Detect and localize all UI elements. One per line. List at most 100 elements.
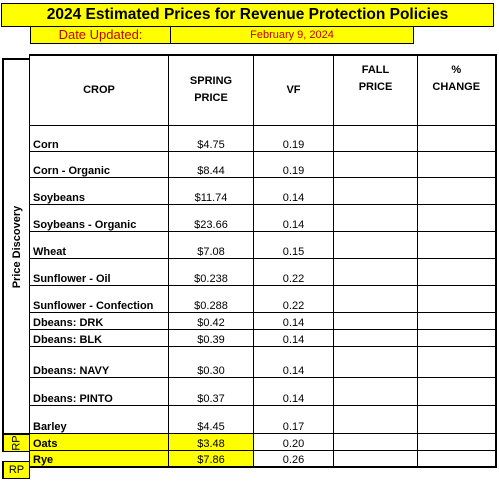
header-fall-price: FALL PRICE xyxy=(333,54,418,126)
pct-change-cell[interactable] xyxy=(417,230,497,259)
table-row: Soybeans - Organic $23.66 0.14 xyxy=(29,203,497,232)
table-row: Oats $3.48 0.20 xyxy=(29,432,497,451)
spring-price-cell[interactable]: $0.30 xyxy=(168,345,254,378)
header-crop: CROP xyxy=(29,54,169,126)
header-pct-line1: % xyxy=(451,64,462,76)
header-pct-change: % CHANGE xyxy=(417,54,497,126)
fall-price-cell[interactable] xyxy=(333,311,418,330)
spring-price-cell[interactable]: $0.39 xyxy=(168,328,254,347)
spring-price-cell[interactable]: $3.48 xyxy=(168,432,254,451)
crop-cell[interactable]: Rye xyxy=(29,449,169,468)
table-row: Corn - Organic $8.44 0.19 xyxy=(29,150,497,178)
vf-cell[interactable]: 0.15 xyxy=(253,230,334,259)
crop-cell[interactable]: Dbeans: BLK xyxy=(29,328,169,347)
table-row: Sunflower - Confection $0.288 0.22 xyxy=(29,284,497,313)
fall-price-cell[interactable] xyxy=(333,203,418,232)
pct-change-cell[interactable] xyxy=(417,176,497,205)
vf-cell[interactable]: 0.17 xyxy=(253,404,334,434)
fall-price-cell[interactable] xyxy=(333,432,418,451)
table-row: Dbeans: NAVY $0.30 0.14 xyxy=(29,345,497,378)
fall-price-cell[interactable] xyxy=(333,449,418,468)
price-discovery-text: Price Discovery xyxy=(10,205,23,288)
fall-price-cell[interactable] xyxy=(333,150,418,178)
fall-price-cell[interactable] xyxy=(333,345,418,378)
rp-label-oats: RP xyxy=(2,434,30,452)
crop-cell[interactable]: Barley xyxy=(29,404,169,434)
spring-price-cell[interactable]: $0.288 xyxy=(168,284,254,313)
spring-price-cell[interactable]: $4.45 xyxy=(168,404,254,434)
date-updated-value[interactable]: February 9, 2024 xyxy=(170,26,414,44)
header-vf: VF xyxy=(253,54,334,126)
vf-cell[interactable]: 0.14 xyxy=(253,328,334,347)
spring-price-cell[interactable]: $8.44 xyxy=(168,150,254,178)
table-row: Dbeans: BLK $0.39 0.14 xyxy=(29,328,497,347)
fall-price-cell[interactable] xyxy=(333,328,418,347)
spring-price-cell[interactable]: $0.42 xyxy=(168,311,254,330)
header-fall-price-line1: FALL xyxy=(361,64,390,76)
pct-change-cell[interactable] xyxy=(417,404,497,434)
spring-price-cell[interactable]: $23.66 xyxy=(168,203,254,232)
crop-cell[interactable]: Soybeans xyxy=(29,176,169,205)
fall-price-cell[interactable] xyxy=(333,257,418,286)
crop-cell[interactable]: Dbeans: NAVY xyxy=(29,345,169,378)
vf-cell[interactable]: 0.22 xyxy=(253,257,334,286)
spring-price-cell[interactable]: $0.37 xyxy=(168,376,254,406)
crop-cell[interactable]: Dbeans: DRK xyxy=(29,311,169,330)
pct-change-cell[interactable] xyxy=(417,376,497,406)
crop-cell[interactable]: Soybeans - Organic xyxy=(29,203,169,232)
vf-cell[interactable]: 0.14 xyxy=(253,376,334,406)
crop-cell[interactable]: Sunflower - Oil xyxy=(29,257,169,286)
vf-cell[interactable]: 0.19 xyxy=(253,124,334,152)
vf-cell[interactable]: 0.14 xyxy=(253,311,334,330)
table-row: Dbeans: PINTO $0.37 0.14 xyxy=(29,376,497,406)
pct-change-cell[interactable] xyxy=(417,203,497,232)
pct-change-cell[interactable] xyxy=(417,432,497,451)
prices-table: CROP SPRING PRICE VF FALL PRICE % CHANGE… xyxy=(29,54,497,468)
crop-cell[interactable]: Oats xyxy=(29,432,169,451)
header-pct-line2: CHANGE xyxy=(432,81,481,93)
pct-change-cell[interactable] xyxy=(417,449,497,468)
vf-cell[interactable]: 0.22 xyxy=(253,284,334,313)
pct-change-cell[interactable] xyxy=(417,345,497,378)
crop-cell[interactable]: Wheat xyxy=(29,230,169,259)
fall-price-cell[interactable] xyxy=(333,124,418,152)
fall-price-cell[interactable] xyxy=(333,176,418,205)
spring-price-cell[interactable]: $7.08 xyxy=(168,230,254,259)
crop-cell[interactable]: Sunflower - Confection xyxy=(29,284,169,313)
fall-price-cell[interactable] xyxy=(333,376,418,406)
vf-cell[interactable]: 0.14 xyxy=(253,176,334,205)
fall-price-cell[interactable] xyxy=(333,404,418,434)
vf-cell[interactable]: 0.20 xyxy=(253,432,334,451)
vf-cell[interactable]: 0.19 xyxy=(253,150,334,178)
vf-cell[interactable]: 0.14 xyxy=(253,345,334,378)
pct-change-cell[interactable] xyxy=(417,150,497,178)
rp-label-rye: RP xyxy=(2,461,30,479)
table-row: Dbeans: DRK $0.42 0.14 xyxy=(29,311,497,330)
rp-label-oats-text: RP xyxy=(10,435,23,451)
vf-cell[interactable]: 0.26 xyxy=(253,449,334,468)
table-row: Barley $4.45 0.17 xyxy=(29,404,497,434)
price-discovery-label: Price Discovery xyxy=(2,58,30,434)
date-updated-label: Date Updated: xyxy=(30,26,171,44)
table-row: Soybeans $11.74 0.14 xyxy=(29,176,497,205)
crop-cell[interactable]: Dbeans: PINTO xyxy=(29,376,169,406)
table-row: Corn $4.75 0.19 xyxy=(29,124,497,152)
pct-change-cell[interactable] xyxy=(417,328,497,347)
pct-change-cell[interactable] xyxy=(417,311,497,330)
fall-price-cell[interactable] xyxy=(333,284,418,313)
crop-cell[interactable]: Corn - Organic xyxy=(29,150,169,178)
header-spring-price: SPRING PRICE xyxy=(168,54,254,126)
spring-price-cell[interactable]: $4.75 xyxy=(168,124,254,152)
table-row: Sunflower - Oil $0.238 0.22 xyxy=(29,257,497,286)
vf-cell[interactable]: 0.14 xyxy=(253,203,334,232)
table-row: Rye $7.86 0.26 xyxy=(29,449,497,468)
pct-change-cell[interactable] xyxy=(417,124,497,152)
spring-price-cell[interactable]: $11.74 xyxy=(168,176,254,205)
crop-cell[interactable]: Corn xyxy=(29,124,169,152)
spring-price-cell[interactable]: $7.86 xyxy=(168,449,254,468)
pct-change-cell[interactable] xyxy=(417,257,497,286)
sheet-title: 2024 Estimated Prices for Revenue Protec… xyxy=(1,3,494,27)
fall-price-cell[interactable] xyxy=(333,230,418,259)
pct-change-cell[interactable] xyxy=(417,284,497,313)
spring-price-cell[interactable]: $0.238 xyxy=(168,257,254,286)
